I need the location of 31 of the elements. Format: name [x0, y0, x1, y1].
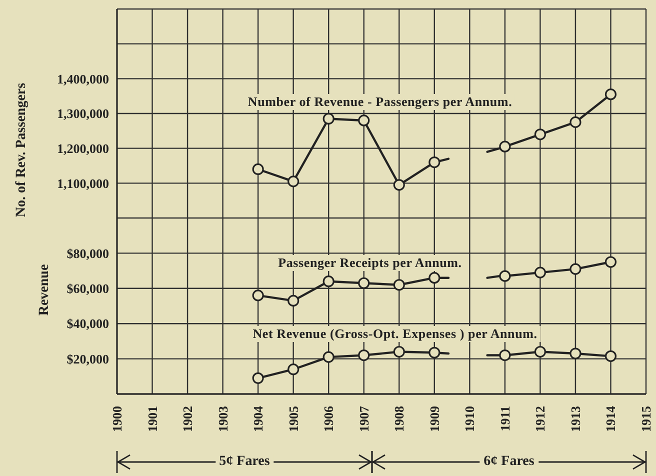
y-tick-label: $20,000: [66, 351, 109, 366]
x-tick-label: 1908: [392, 406, 407, 432]
x-tick-label: 1914: [603, 406, 618, 432]
x-tick-label: 1905: [286, 406, 301, 432]
x-tick-label: 1910: [462, 406, 478, 432]
y-axis-title: Revenue: [37, 264, 53, 316]
x-tick-label: 1909: [426, 406, 442, 432]
series-label: Passenger Receipts per Annum.: [275, 255, 465, 271]
text: 5¢ Fares: [215, 454, 274, 470]
y-tick-label: 1,100,000: [57, 176, 109, 191]
y-tick-label: $80,000: [66, 246, 109, 261]
series-label: Number of Revenue - Passengers per Annum.: [244, 94, 516, 110]
x-tick-label: 1902: [180, 406, 196, 432]
x-tick-label: 1913: [568, 406, 583, 432]
y-tick-label: $40,000: [66, 316, 109, 332]
y-tick-label: 1,300,000: [57, 106, 109, 122]
y-tick-label: $60,000: [66, 281, 109, 296]
x-tick-label: 1915: [638, 406, 654, 432]
y-tick-label: 1,400,000: [57, 71, 109, 86]
x-tick-label: 1900: [110, 406, 124, 432]
x-tick-label: 1904: [250, 406, 266, 432]
x-tick-label: 1901: [144, 406, 160, 432]
x-tick-label: 1903: [215, 406, 230, 432]
series-label: Net Revenue (Gross-Opt. Expenses ) per Annum.: [250, 326, 540, 342]
x-tick-label: 1906: [321, 406, 336, 432]
y-axis-title: No. of Rev. Passengers: [14, 82, 30, 218]
x-tick-label: 1911: [497, 406, 512, 432]
y-tick-label: 1,200,000: [57, 140, 109, 156]
x-tick-label: 1912: [532, 406, 548, 432]
text: 6¢ Fares: [480, 454, 538, 470]
x-tick-label: 1907: [356, 406, 372, 432]
